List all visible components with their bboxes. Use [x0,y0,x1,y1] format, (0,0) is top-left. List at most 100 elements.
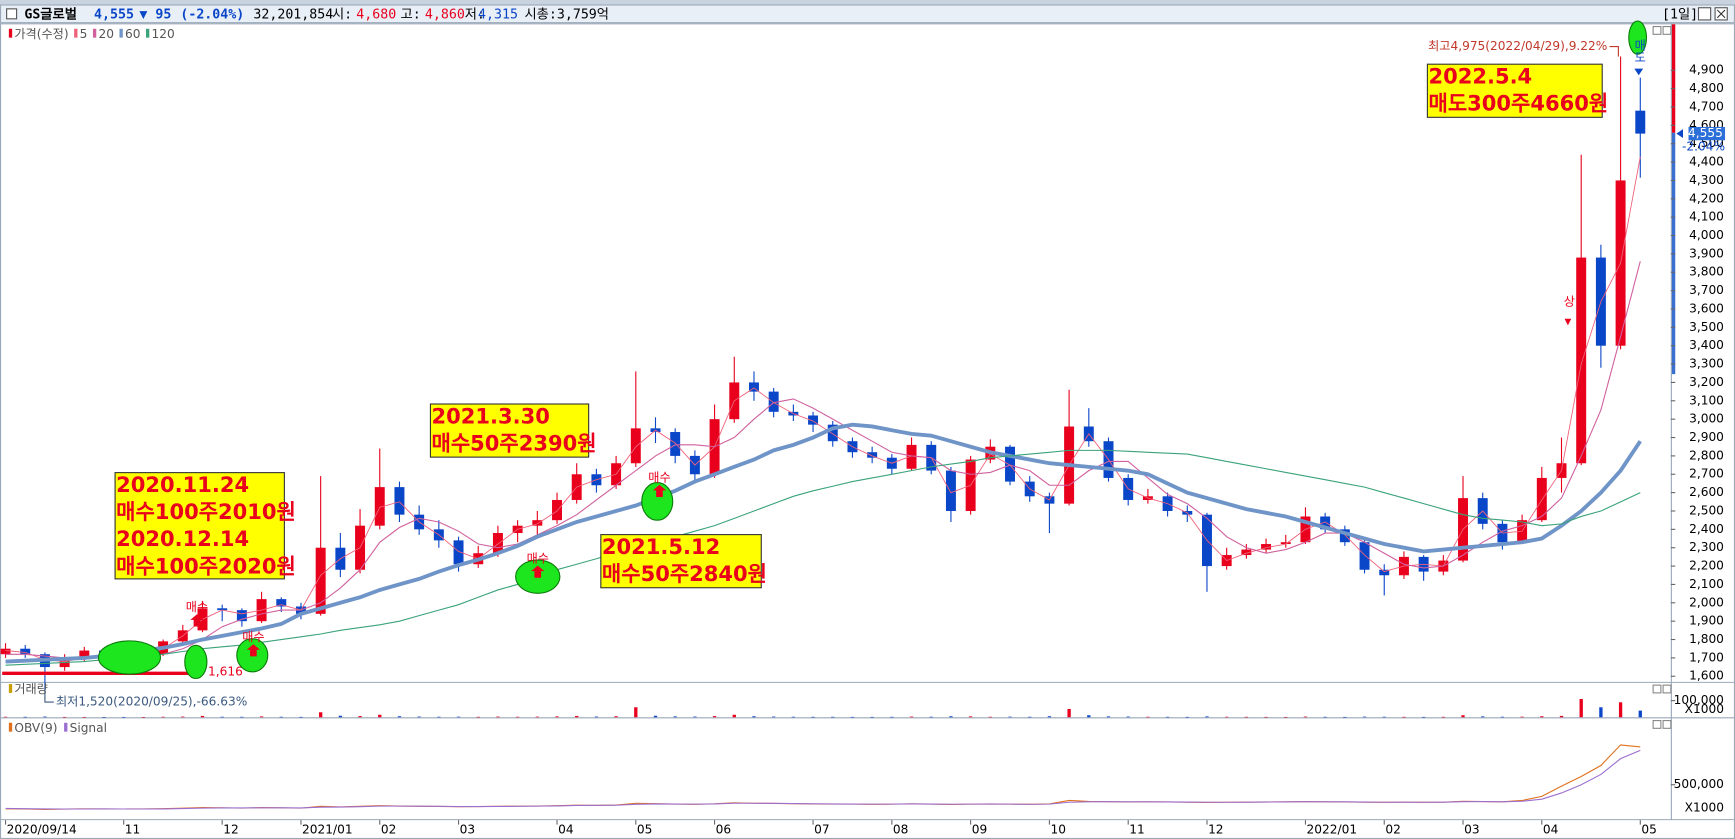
legend-label: OBV(9) [14,721,57,735]
y-tick-label: 100,000 [1674,693,1724,707]
volume-bar [909,716,914,718]
candle-body [79,650,90,658]
volume-bar [1362,716,1367,718]
x-tick-label: 2021/01 [302,823,353,837]
trade-marker: 매수 [648,471,670,485]
checkbox[interactable] [6,8,18,20]
volume-bar [1579,698,1583,718]
legend-swatch [8,684,13,693]
candle-body [276,599,287,607]
volume-bar [102,716,106,718]
volume-bar [181,716,185,718]
volume-bar [1106,716,1111,718]
panel-button[interactable] [1662,26,1672,35]
panel-button[interactable] [1662,684,1672,694]
trade-arrow [1564,318,1572,326]
volume-bar [634,707,638,718]
candle-body [1261,544,1272,550]
panel-button[interactable] [1652,720,1662,729]
volume-bar [1067,708,1071,718]
volume-bar [1165,716,1170,718]
volume-bar [949,716,953,718]
volume-bar [259,716,264,718]
note-text: 매도300주4660원 [1428,91,1608,116]
y-tick-label: 4,800 [1689,81,1724,95]
y-tick-label: 4,200 [1689,191,1724,205]
volume-bar [161,716,165,718]
highlight-ellipse [97,640,161,675]
legend-swatch [74,28,78,38]
y-tick-label: 3,900 [1689,246,1724,260]
y-tick-label: 1,600 [1689,669,1724,683]
x-tick-label: 07 [814,823,829,837]
period[interactable]: [1일] [1662,6,1698,22]
volume-bar [1500,716,1505,718]
volume-bar [279,716,283,718]
low-label: 저: [465,6,485,22]
x-tick-label: 09 [972,823,987,837]
volume-bar [1599,707,1603,718]
candle-body [236,610,247,622]
volume-bar [456,716,461,718]
y-tick-label: 4,000 [1689,228,1724,242]
window-button[interactable] [1697,7,1712,21]
y-tick-label: 3,500 [1689,320,1724,334]
current-pointer [1676,129,1683,139]
volume-bar [1461,715,1465,718]
volume-bar [1028,716,1032,718]
x-tick-label: 02 [1385,823,1400,837]
y-tick-label: 4,400 [1689,155,1724,169]
candle-body [1280,542,1291,545]
note-text: 2020.11.24 [116,472,249,497]
x-tick-label: 12 [1208,823,1223,837]
note-box [429,403,590,458]
trade-marker: 매수 [242,630,264,644]
candle-body [670,432,681,456]
candle-body [945,470,956,511]
volume-bar [1520,716,1524,718]
y-tick-label: 2,400 [1689,522,1724,536]
open-label: 시: [332,7,352,22]
volume-bar [890,716,894,718]
panel-button[interactable] [1652,684,1662,694]
volume-bar [988,716,992,718]
note-box [114,472,285,580]
candle-body [1536,477,1547,521]
candle-body [492,533,503,554]
volume-bar [653,715,658,718]
volume-bar [1402,716,1406,718]
candle-body [630,428,641,464]
y-tick-label: 2,500 [1689,503,1724,517]
market-cap: 시총:3,759억 [524,6,609,22]
volume-bar [1382,716,1386,718]
volume-bar [358,716,362,718]
volume-bar [555,716,559,718]
candle-body [827,424,838,442]
y-tick-label: 2,100 [1689,577,1724,591]
y-tick-label: 1,700 [1689,650,1724,664]
note-text: 매수100주2010원 [116,499,296,524]
x-tick-label: 06 [716,823,731,837]
trade-arrow [1634,68,1644,76]
y-tick-label: 2,300 [1689,540,1724,554]
note-text: 매수50주2390원 [432,430,597,455]
legend-label: 가격(수정) [14,27,68,41]
legend-swatch [119,28,123,38]
x-tick-label: 11 [125,823,140,837]
panel-button[interactable] [1662,720,1672,729]
candle-body [20,648,31,655]
y-tick-label: 3,000 [1689,412,1724,426]
candle-body [394,487,405,515]
indicator-line [5,749,1641,810]
highlight-ellipse [1628,20,1648,55]
volume-bar [929,716,933,718]
candle-body [1005,446,1015,482]
trade-marker: 매도 [1632,38,1646,63]
note-box [600,534,762,589]
candle-body [532,520,543,526]
moving-average [5,261,1641,659]
panel-button[interactable] [1652,26,1662,35]
volume-bar [1421,716,1426,718]
